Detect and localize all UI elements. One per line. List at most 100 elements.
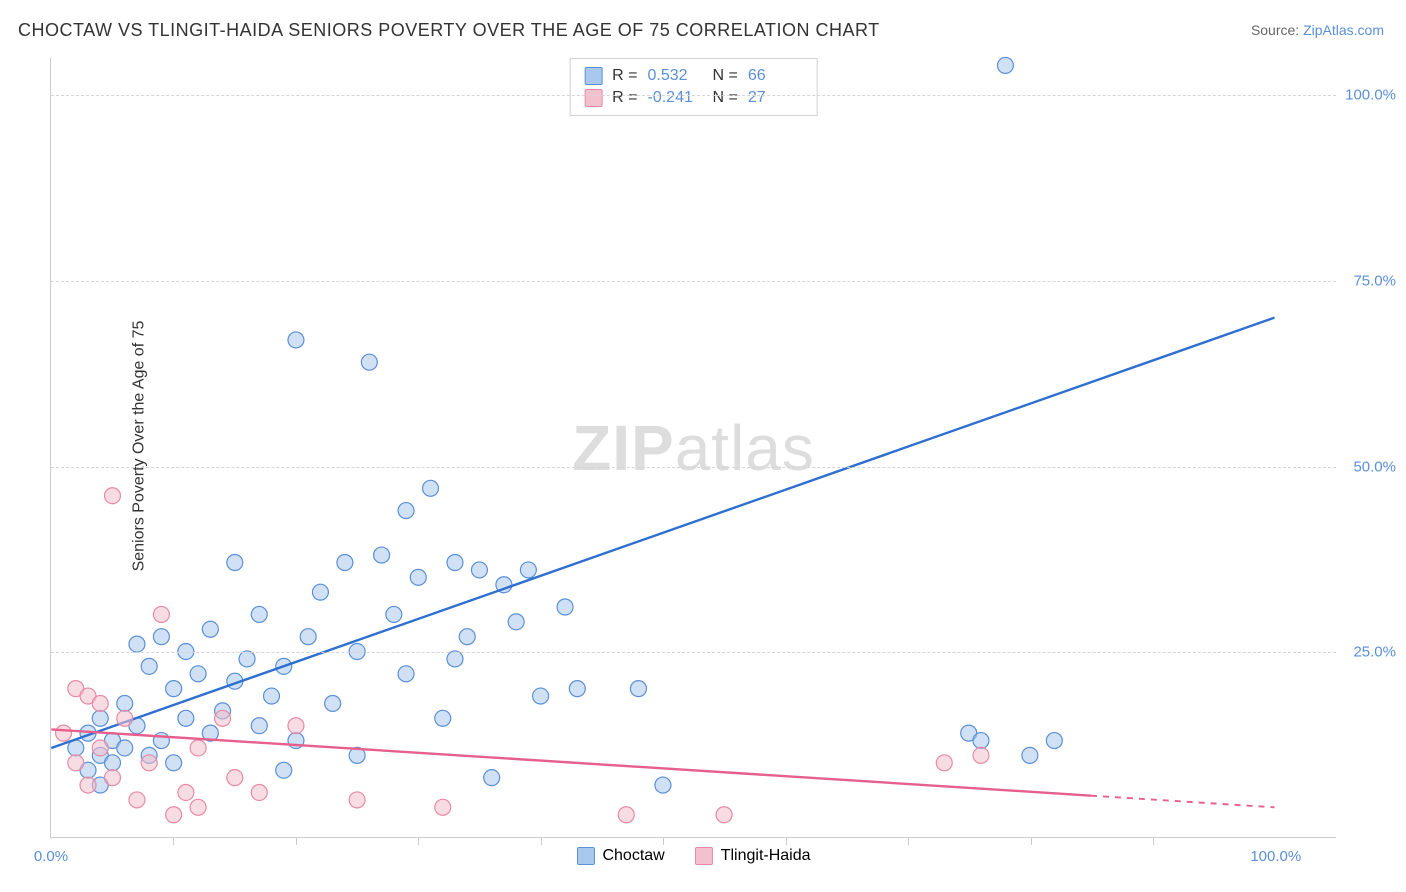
scatter-point [178, 784, 194, 800]
scatter-point [166, 755, 182, 771]
scatter-point [1046, 733, 1062, 749]
x-tick [173, 837, 174, 845]
scatter-point [936, 755, 952, 771]
source-attribution: Source: ZipAtlas.com [1251, 22, 1384, 38]
y-tick-label: 50.0% [1341, 458, 1396, 475]
scatter-svg [51, 58, 1336, 837]
scatter-point [202, 621, 218, 637]
scatter-point [117, 740, 133, 756]
scatter-point [92, 695, 108, 711]
scatter-point [410, 569, 426, 585]
gridline-h [51, 467, 1336, 468]
scatter-point [80, 777, 96, 793]
scatter-point [508, 614, 524, 630]
scatter-point [973, 747, 989, 763]
scatter-point [997, 57, 1013, 73]
scatter-point [386, 606, 402, 622]
scatter-point [435, 710, 451, 726]
scatter-point [459, 629, 475, 645]
scatter-point [630, 681, 646, 697]
scatter-point [190, 666, 206, 682]
scatter-point [129, 792, 145, 808]
scatter-point [447, 651, 463, 667]
bottom-legend: Choctaw Tlingit-Haida [576, 847, 810, 865]
x-tick [786, 837, 787, 845]
scatter-point [104, 770, 120, 786]
regression-line-dashed [1091, 796, 1274, 808]
scatter-point [92, 740, 108, 756]
scatter-point [153, 606, 169, 622]
scatter-point [325, 695, 341, 711]
scatter-point [141, 755, 157, 771]
scatter-point [569, 681, 585, 697]
x-tick [296, 837, 297, 845]
scatter-point [227, 770, 243, 786]
scatter-point [973, 733, 989, 749]
source-label: Source: [1251, 22, 1299, 38]
scatter-point [398, 503, 414, 519]
scatter-point [251, 718, 267, 734]
scatter-point [618, 807, 634, 823]
scatter-point [251, 784, 267, 800]
regression-line [51, 729, 1091, 795]
scatter-point [215, 710, 231, 726]
scatter-point [300, 629, 316, 645]
scatter-point [227, 555, 243, 571]
x-tick-label: 0.0% [34, 848, 68, 865]
legend-swatch [695, 847, 713, 865]
gridline-h [51, 95, 1336, 96]
scatter-point [68, 755, 84, 771]
plot-area: ZIPatlas R =0.532N =66R =-0.241N =27 Cho… [50, 58, 1336, 838]
scatter-point [104, 755, 120, 771]
legend-item: Choctaw [576, 847, 664, 865]
x-tick [1153, 837, 1154, 845]
x-tick [541, 837, 542, 845]
scatter-point [190, 740, 206, 756]
y-tick-label: 75.0% [1341, 272, 1396, 289]
scatter-point [655, 777, 671, 793]
x-tick [663, 837, 664, 845]
legend-label: Tlingit-Haida [721, 847, 811, 865]
scatter-point [533, 688, 549, 704]
scatter-point [104, 488, 120, 504]
gridline-h [51, 652, 1336, 653]
scatter-point [166, 807, 182, 823]
scatter-point [153, 629, 169, 645]
chart-title: CHOCTAW VS TLINGIT-HAIDA SENIORS POVERTY… [18, 20, 880, 41]
scatter-point [117, 710, 133, 726]
scatter-point [484, 770, 500, 786]
x-tick [1031, 837, 1032, 845]
scatter-point [239, 651, 255, 667]
scatter-point [361, 354, 377, 370]
scatter-point [337, 555, 353, 571]
scatter-point [129, 636, 145, 652]
scatter-point [288, 332, 304, 348]
legend-label: Choctaw [602, 847, 664, 865]
scatter-point [435, 799, 451, 815]
x-tick [908, 837, 909, 845]
scatter-point [178, 710, 194, 726]
x-tick [418, 837, 419, 845]
scatter-point [423, 480, 439, 496]
y-tick-label: 100.0% [1341, 87, 1396, 104]
scatter-point [264, 688, 280, 704]
regression-line [51, 318, 1274, 748]
scatter-point [716, 807, 732, 823]
scatter-point [471, 562, 487, 578]
y-tick-label: 25.0% [1341, 644, 1396, 661]
scatter-point [349, 792, 365, 808]
scatter-point [141, 658, 157, 674]
scatter-point [1022, 747, 1038, 763]
scatter-point [447, 555, 463, 571]
legend-swatch [576, 847, 594, 865]
scatter-point [557, 599, 573, 615]
scatter-point [312, 584, 328, 600]
scatter-point [92, 710, 108, 726]
scatter-point [190, 799, 206, 815]
legend-item: Tlingit-Haida [695, 847, 811, 865]
source-link[interactable]: ZipAtlas.com [1303, 22, 1384, 38]
scatter-point [520, 562, 536, 578]
x-tick-label: 100.0% [1250, 848, 1301, 865]
scatter-point [288, 718, 304, 734]
scatter-point [251, 606, 267, 622]
